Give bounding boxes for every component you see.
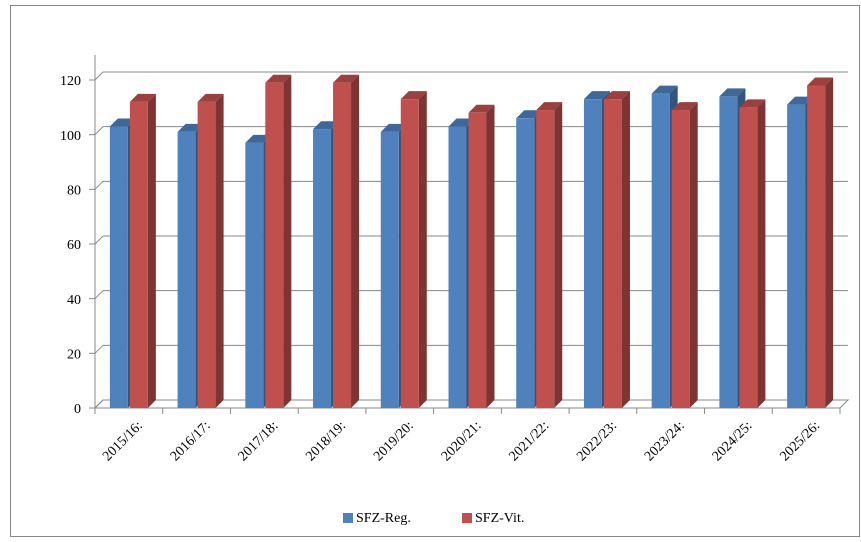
bar-top — [380, 123, 407, 132]
grid-line — [94, 71, 848, 81]
bar — [516, 118, 535, 409]
bar-side — [283, 74, 292, 408]
bar-side — [351, 74, 360, 408]
bar — [536, 110, 555, 409]
bar-top — [448, 118, 475, 127]
bar-top — [197, 93, 224, 102]
bar-top — [739, 99, 766, 108]
bar — [333, 82, 352, 408]
y-tick-label: 120 — [60, 74, 81, 89]
bar — [448, 126, 467, 408]
bar-side — [621, 91, 630, 408]
bar-top — [651, 85, 678, 94]
bar — [603, 99, 622, 408]
bar — [197, 101, 216, 408]
bar — [380, 131, 399, 408]
legend-swatch — [462, 513, 472, 523]
bar-top — [109, 118, 136, 127]
y-tick-label: 100 — [60, 129, 81, 144]
bar-top — [583, 91, 610, 100]
bar-top — [536, 102, 563, 111]
bar-side — [418, 91, 427, 408]
bar-side — [486, 104, 495, 409]
bar — [313, 129, 332, 408]
bar-top — [807, 77, 834, 86]
bar — [787, 104, 806, 408]
y-tick-label: 40 — [67, 293, 81, 308]
bar-top — [400, 91, 427, 100]
bar-side — [554, 102, 563, 409]
bar-top — [245, 134, 272, 143]
bar-top — [177, 123, 204, 132]
legend-swatch — [343, 513, 353, 523]
bar — [651, 93, 670, 409]
bar — [719, 96, 738, 409]
bar-side — [757, 99, 766, 408]
bar — [671, 110, 690, 409]
bar — [739, 107, 758, 408]
bar — [807, 85, 826, 408]
bar-top — [719, 88, 746, 97]
legend-label: SFZ-Reg. — [356, 511, 411, 526]
bar — [245, 142, 264, 408]
bar-side — [689, 102, 698, 409]
bar-top — [313, 121, 340, 130]
bar — [265, 82, 284, 408]
y-tick-label: 60 — [67, 238, 81, 253]
bar-top — [333, 74, 360, 83]
bar-top — [468, 104, 495, 113]
bar — [129, 101, 148, 408]
y-tick-label: 0 — [74, 402, 81, 417]
bar — [468, 112, 487, 409]
bar-top — [516, 110, 543, 119]
bar-top — [265, 74, 292, 83]
bar — [109, 126, 128, 408]
bar-top — [129, 93, 156, 102]
bar-top — [671, 102, 698, 111]
bar-side — [215, 93, 224, 408]
bar-top — [787, 96, 814, 105]
bar — [583, 99, 602, 408]
y-tick-label: 80 — [67, 184, 81, 199]
legend-label: SFZ-Vit. — [475, 511, 524, 526]
bar — [177, 131, 196, 408]
bar — [400, 99, 419, 408]
y-tick-label: 20 — [67, 348, 81, 363]
bar-side — [147, 93, 156, 408]
bar-top — [603, 91, 630, 100]
bar-side — [825, 77, 834, 408]
